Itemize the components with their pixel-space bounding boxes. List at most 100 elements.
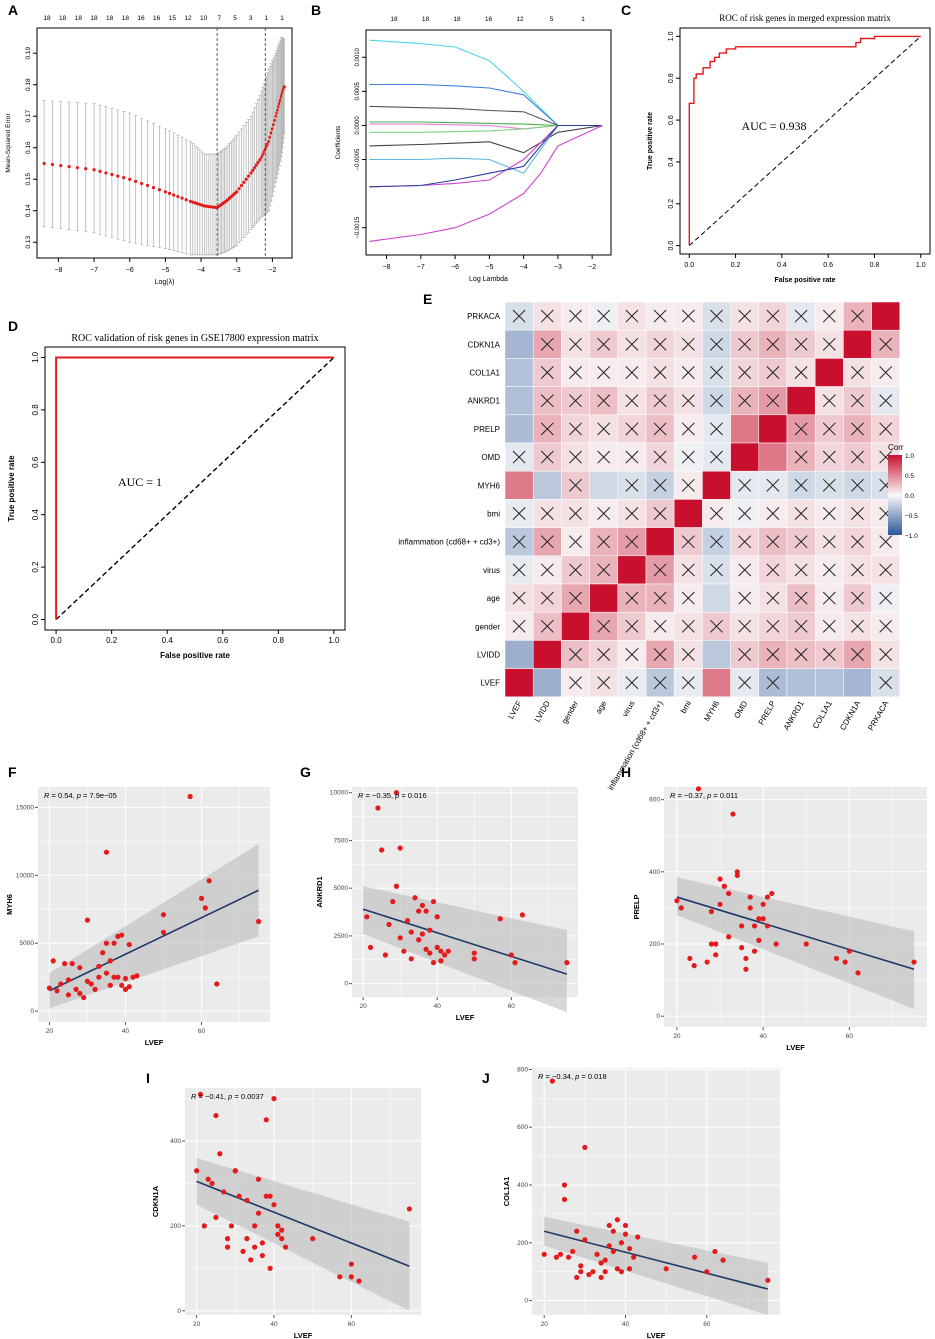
nonsig-cross <box>851 563 864 577</box>
annotation-r: R <box>538 1072 544 1081</box>
nonsig-cross <box>597 507 611 520</box>
correlation-annotation: R = 0.54, p = 7.9e−05 <box>44 791 117 800</box>
mse-point <box>247 174 251 178</box>
data-point <box>618 1240 625 1246</box>
corr-cell <box>617 555 647 585</box>
nonsig-cross <box>766 309 780 323</box>
nonsig-cross <box>822 507 836 520</box>
nonsig-cross <box>512 535 526 549</box>
nonsig-cross <box>569 309 582 323</box>
top-count-label: 1 <box>280 15 284 22</box>
corr-cell <box>702 583 731 613</box>
top-count-label: 15 <box>169 15 177 22</box>
data-point <box>348 1274 354 1280</box>
data-point <box>408 956 414 962</box>
data-point <box>416 937 422 943</box>
data-point <box>224 1236 231 1242</box>
data-point <box>565 1254 572 1260</box>
annotation-p: p <box>574 1072 579 1081</box>
correlation-annotation: R = −0.34, p = 0.018 <box>538 1072 607 1081</box>
data-point <box>111 940 117 946</box>
nonsig-cross <box>569 676 582 690</box>
nonsig-cross <box>681 366 695 379</box>
y-axis-label: CDKN1A <box>151 1185 160 1217</box>
x-axis-label: LVEF <box>647 1331 666 1339</box>
x-tick-label: 0.2 <box>731 262 741 269</box>
coef-path-navy <box>369 124 603 188</box>
data-point <box>62 960 68 967</box>
data-point <box>271 1096 277 1102</box>
y-tick-label: 200 <box>170 1223 181 1230</box>
corr-cell <box>504 668 534 698</box>
top-count-label: 12 <box>184 15 192 22</box>
auc-annotation: AUC = 0.938 <box>741 119 806 133</box>
data-point <box>427 950 433 956</box>
row-label: LVEF <box>481 679 501 688</box>
nonsig-cross <box>512 450 526 464</box>
y-tick-label: 5000 <box>334 885 349 892</box>
data-point <box>267 1265 273 1271</box>
data-point <box>209 1180 215 1187</box>
data-point <box>756 916 762 922</box>
nonsig-cross <box>597 648 611 661</box>
nonsig-cross <box>710 394 723 408</box>
nonsig-cross <box>794 337 808 351</box>
nonsig-cross <box>597 676 611 690</box>
data-point <box>65 992 72 998</box>
data-point <box>69 960 75 967</box>
x-tick-label: 0.0 <box>684 262 694 269</box>
nonsig-cross <box>738 591 752 605</box>
nonsig-cross <box>879 563 893 577</box>
top-count-label: 18 <box>122 15 130 22</box>
top-count-label: 3 <box>249 15 253 22</box>
data-point <box>508 952 514 958</box>
top-count-label: 5 <box>233 15 237 22</box>
x-tick-label: −6 <box>126 267 134 274</box>
y-tick-label: 0.6 <box>668 115 675 125</box>
y-tick-label: 0.4 <box>31 509 40 521</box>
data-point <box>382 952 388 958</box>
x-tick-label: −5 <box>161 267 169 274</box>
data-point <box>367 944 374 950</box>
nonsig-cross <box>597 337 611 351</box>
corr-cell <box>871 301 901 331</box>
nonsig-cross <box>794 535 808 549</box>
data-point <box>275 1223 281 1229</box>
x-axis-label: Log(λ) <box>155 279 175 286</box>
data-point <box>252 1223 258 1229</box>
corr-cell <box>532 668 562 698</box>
data-point <box>726 890 732 897</box>
data-point <box>412 895 418 901</box>
nonsig-cross <box>879 535 893 549</box>
top-count-label: 18 <box>59 15 67 22</box>
col-label: gender <box>560 699 580 725</box>
col-label: inflammation (cd68+ + cd3+) <box>606 699 665 792</box>
regression-line <box>49 889 259 992</box>
x-tick-label: −8 <box>54 267 62 274</box>
legend-tick-label: −0.5 <box>905 513 918 520</box>
top-count-label: 16 <box>137 15 145 22</box>
y-tick-label: 0 <box>177 1308 181 1315</box>
nonsig-cross <box>822 337 836 351</box>
nonsig-cross <box>851 507 864 520</box>
data-point <box>205 1176 211 1182</box>
nonsig-cross <box>794 478 808 492</box>
mse-point <box>252 166 257 170</box>
data-point <box>194 1168 200 1174</box>
data-point <box>122 986 129 992</box>
nonsig-cross <box>766 394 780 408</box>
data-point <box>244 1236 250 1242</box>
y-axis-label: PRELP <box>632 894 641 919</box>
y-tick-label: 0.0 <box>668 241 675 251</box>
mse-point <box>104 171 108 175</box>
y-tick-label: 0.0010 <box>355 47 361 66</box>
nonsig-cross <box>738 337 752 351</box>
corr-cell <box>589 470 619 500</box>
mse-point <box>237 187 241 191</box>
panel-letter-B: B <box>311 2 321 18</box>
y-tick-label: 0.0005 <box>355 82 361 101</box>
y-axis-label: Coefficients <box>335 125 342 160</box>
nonsig-cross <box>766 676 780 690</box>
nonsig-cross <box>569 366 582 379</box>
data-point <box>512 960 518 966</box>
